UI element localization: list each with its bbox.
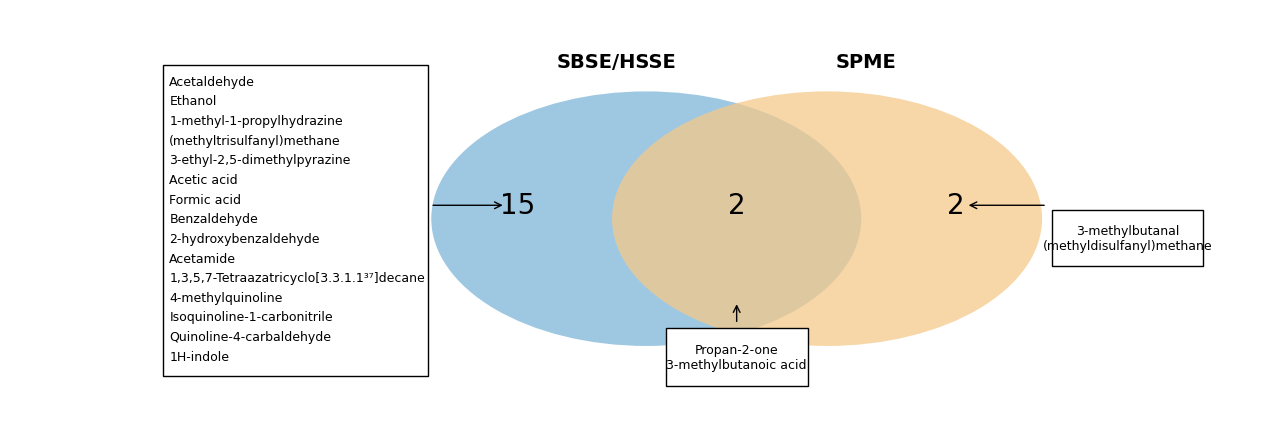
Ellipse shape xyxy=(431,92,861,346)
Text: 15: 15 xyxy=(499,192,535,220)
Text: Acetaldehyde: Acetaldehyde xyxy=(169,76,255,89)
Text: Ethanol: Ethanol xyxy=(169,95,217,108)
Text: SBSE/HSSE: SBSE/HSSE xyxy=(557,53,677,72)
Text: 2-hydroxybenzaldehyde: 2-hydroxybenzaldehyde xyxy=(169,232,320,245)
Text: Propan-2-one
3-methylbutanoic acid: Propan-2-one 3-methylbutanoic acid xyxy=(666,343,807,371)
FancyBboxPatch shape xyxy=(666,328,807,386)
Text: 2: 2 xyxy=(947,192,965,220)
Text: Isoquinoline-1-carbonitrile: Isoquinoline-1-carbonitrile xyxy=(169,311,333,324)
Text: 3-ethyl-2,5-dimethylpyrazine: 3-ethyl-2,5-dimethylpyrazine xyxy=(169,154,351,167)
Text: Acetic acid: Acetic acid xyxy=(169,174,238,187)
Text: 1,3,5,7-Tetraazatricyclo[3.3.1.1³⁷]decane: 1,3,5,7-Tetraazatricyclo[3.3.1.1³⁷]decan… xyxy=(169,272,425,285)
Text: (methyltrisulfanyl)methane: (methyltrisulfanyl)methane xyxy=(169,134,340,147)
Text: Benzaldehyde: Benzaldehyde xyxy=(169,213,259,226)
Text: 1-methyl-1-propylhydrazine: 1-methyl-1-propylhydrazine xyxy=(169,115,343,128)
Text: SPME: SPME xyxy=(836,53,897,72)
Text: 3-methylbutanal
(methyldisulfanyl)methane: 3-methylbutanal (methyldisulfanyl)methan… xyxy=(1043,224,1212,252)
Ellipse shape xyxy=(612,92,1042,346)
FancyBboxPatch shape xyxy=(1052,211,1203,266)
Text: 4-methylquinoline: 4-methylquinoline xyxy=(169,291,282,304)
FancyBboxPatch shape xyxy=(163,66,429,376)
Text: Acetamide: Acetamide xyxy=(169,252,236,265)
Text: 2: 2 xyxy=(728,192,745,220)
Text: Quinoline-4-carbaldehyde: Quinoline-4-carbaldehyde xyxy=(169,330,332,343)
Text: Formic acid: Formic acid xyxy=(169,193,241,206)
Text: 1H-indole: 1H-indole xyxy=(169,350,230,363)
